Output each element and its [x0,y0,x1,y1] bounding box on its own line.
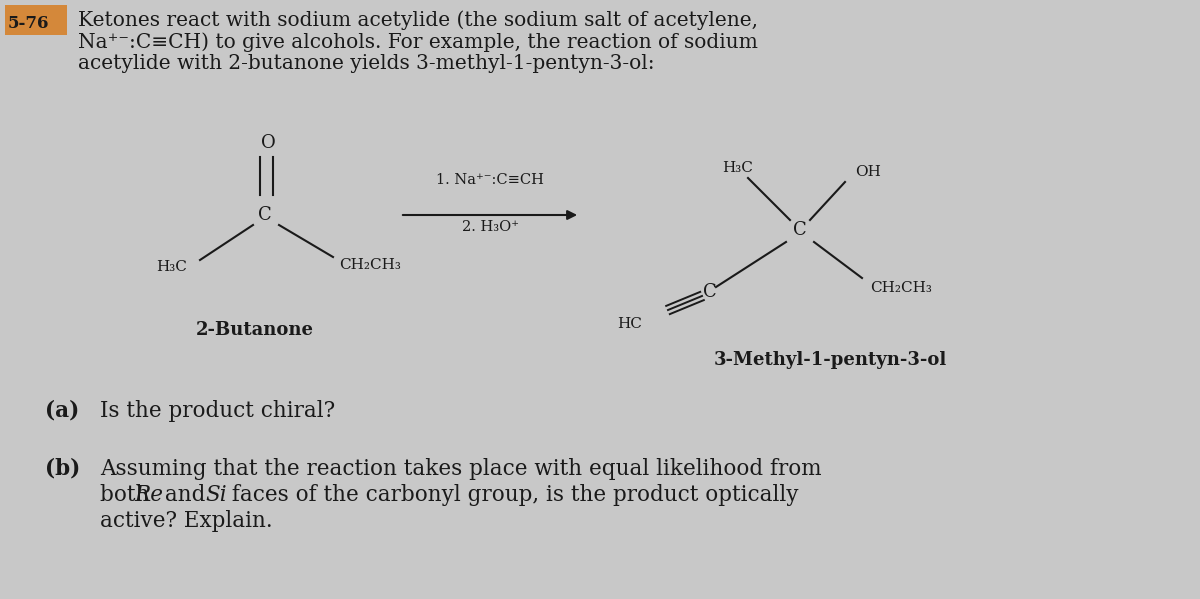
Text: (b): (b) [46,458,80,480]
Text: H₃C: H₃C [156,260,187,274]
Text: Is the product chiral?: Is the product chiral? [100,400,335,422]
Text: Assuming that the reaction takes place with equal likelihood from: Assuming that the reaction takes place w… [100,458,822,480]
Text: CH₂CH₃: CH₂CH₃ [870,281,932,295]
Text: CH₂CH₃: CH₂CH₃ [340,258,401,272]
Text: Re: Re [134,484,163,506]
Text: active? Explain.: active? Explain. [100,510,272,532]
Text: 1. Na⁺⁻:C≡CH: 1. Na⁺⁻:C≡CH [436,173,544,187]
Text: Na⁺⁻:C≡CH) to give alcohols. For example, the reaction of sodium: Na⁺⁻:C≡CH) to give alcohols. For example… [78,32,758,52]
Text: Si: Si [205,484,227,506]
Text: both: both [100,484,156,506]
Text: C: C [258,206,272,224]
Text: Ketones react with sodium acetylide (the sodium salt of acetylene,: Ketones react with sodium acetylide (the… [78,10,758,30]
Text: C: C [703,283,716,301]
Text: H₃C: H₃C [722,161,754,175]
Text: and: and [158,484,212,506]
Text: HC: HC [617,317,642,331]
Text: 2-Butanone: 2-Butanone [196,321,314,339]
Text: (a): (a) [46,400,79,422]
Text: faces of the carbonyl group, is the product optically: faces of the carbonyl group, is the prod… [226,484,798,506]
Text: O: O [260,134,275,152]
Text: OH: OH [854,165,881,179]
Text: 2. H₃O⁺: 2. H₃O⁺ [462,220,518,234]
Text: 5-76: 5-76 [8,14,49,32]
Text: 3-Methyl-1-pentyn-3-ol: 3-Methyl-1-pentyn-3-ol [713,351,947,369]
FancyBboxPatch shape [5,5,67,35]
Text: C: C [793,221,806,239]
Text: acetylide with 2-butanone yields 3-methyl-1-pentyn-3-ol:: acetylide with 2-butanone yields 3-methy… [78,54,655,73]
